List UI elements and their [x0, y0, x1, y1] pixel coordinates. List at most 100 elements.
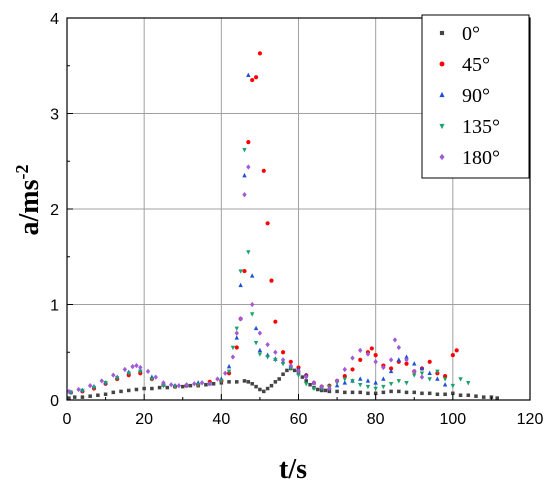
tick-labels: 0 20 40 60 80 100 120 0 1 2 3 4 [50, 11, 543, 428]
data-point [149, 377, 155, 382]
data-point [280, 357, 286, 363]
data-point [358, 376, 363, 381]
data-point [319, 383, 324, 390]
data-point [227, 380, 231, 384]
data-point [138, 364, 143, 371]
data-point [304, 382, 309, 387]
data-point [111, 390, 116, 395]
data-points [66, 51, 499, 400]
data-point [392, 337, 398, 343]
legend-label: 180° [462, 147, 500, 169]
data-point [99, 378, 104, 384]
data-point [443, 392, 447, 397]
data-point [188, 383, 193, 388]
data-point [265, 355, 270, 360]
data-point [165, 385, 170, 390]
data-point [145, 368, 151, 374]
data-point [226, 363, 232, 369]
data-point [219, 379, 224, 384]
data-point [435, 392, 440, 397]
data-point [458, 393, 463, 397]
data-point [157, 385, 162, 390]
data-point [246, 250, 251, 255]
data-point [381, 364, 386, 371]
data-point [265, 221, 270, 226]
x-tick-label: 60 [290, 411, 308, 428]
legend-marker [439, 123, 445, 130]
x-tick-label: 120 [517, 411, 544, 428]
data-point [381, 384, 386, 390]
data-point [373, 386, 378, 392]
data-point [389, 366, 394, 371]
data-point [366, 391, 370, 396]
data-point [327, 389, 332, 394]
x-tick-label: 0 [63, 411, 72, 428]
legend-label: 90° [462, 85, 490, 107]
data-point [404, 361, 409, 366]
data-point [250, 382, 254, 386]
data-point [334, 378, 340, 384]
data-point [442, 377, 448, 382]
y-axis-title: a/ms-2 [12, 165, 45, 236]
data-point [466, 393, 471, 397]
data-point [343, 390, 347, 395]
data-point [296, 373, 301, 378]
data-point [76, 386, 81, 393]
y-axis-title-exponent: -2 [12, 165, 32, 180]
data-point [419, 365, 425, 371]
data-point [358, 390, 362, 395]
data-point [389, 389, 393, 394]
data-point [246, 72, 251, 78]
y-tick-label: 4 [50, 11, 59, 28]
data-point [238, 269, 243, 274]
x-tick-label: 40 [212, 411, 230, 428]
data-point [265, 386, 270, 391]
data-point [230, 354, 236, 360]
data-point [388, 368, 394, 374]
data-point [250, 301, 255, 308]
data-point [396, 344, 402, 351]
data-point [308, 382, 312, 387]
data-point [342, 377, 347, 382]
x-tick-label: 20 [135, 411, 153, 428]
data-point [350, 390, 355, 395]
data-point [80, 388, 85, 394]
data-point [342, 366, 347, 373]
data-point [88, 394, 92, 398]
data-point [404, 357, 409, 363]
data-point [142, 386, 146, 391]
data-point [288, 362, 293, 369]
data-point [288, 359, 293, 364]
data-point [474, 394, 478, 398]
data-point [150, 386, 154, 391]
data-point [404, 381, 409, 386]
data-point [253, 325, 259, 331]
data-point [412, 368, 417, 374]
data-point [296, 368, 301, 374]
legend-marker [439, 30, 445, 36]
data-point [369, 346, 374, 351]
data-point [250, 312, 255, 317]
data-point [396, 357, 402, 362]
data-point [242, 268, 247, 274]
data-point [419, 374, 425, 380]
series-1 [68, 51, 459, 395]
data-point [365, 384, 371, 390]
data-point [427, 391, 432, 396]
data-point [350, 367, 355, 372]
legend-marker [439, 61, 445, 67]
data-point [204, 382, 208, 387]
data-point [454, 348, 459, 353]
data-point [397, 389, 401, 394]
data-point [161, 380, 166, 386]
data-point [350, 355, 355, 361]
data-point [242, 379, 247, 383]
data-point [253, 340, 259, 346]
data-point [435, 369, 440, 374]
data-point [420, 391, 424, 396]
data-point [168, 382, 174, 388]
data-point [388, 382, 394, 387]
data-point [153, 374, 158, 380]
data-point [111, 372, 116, 378]
